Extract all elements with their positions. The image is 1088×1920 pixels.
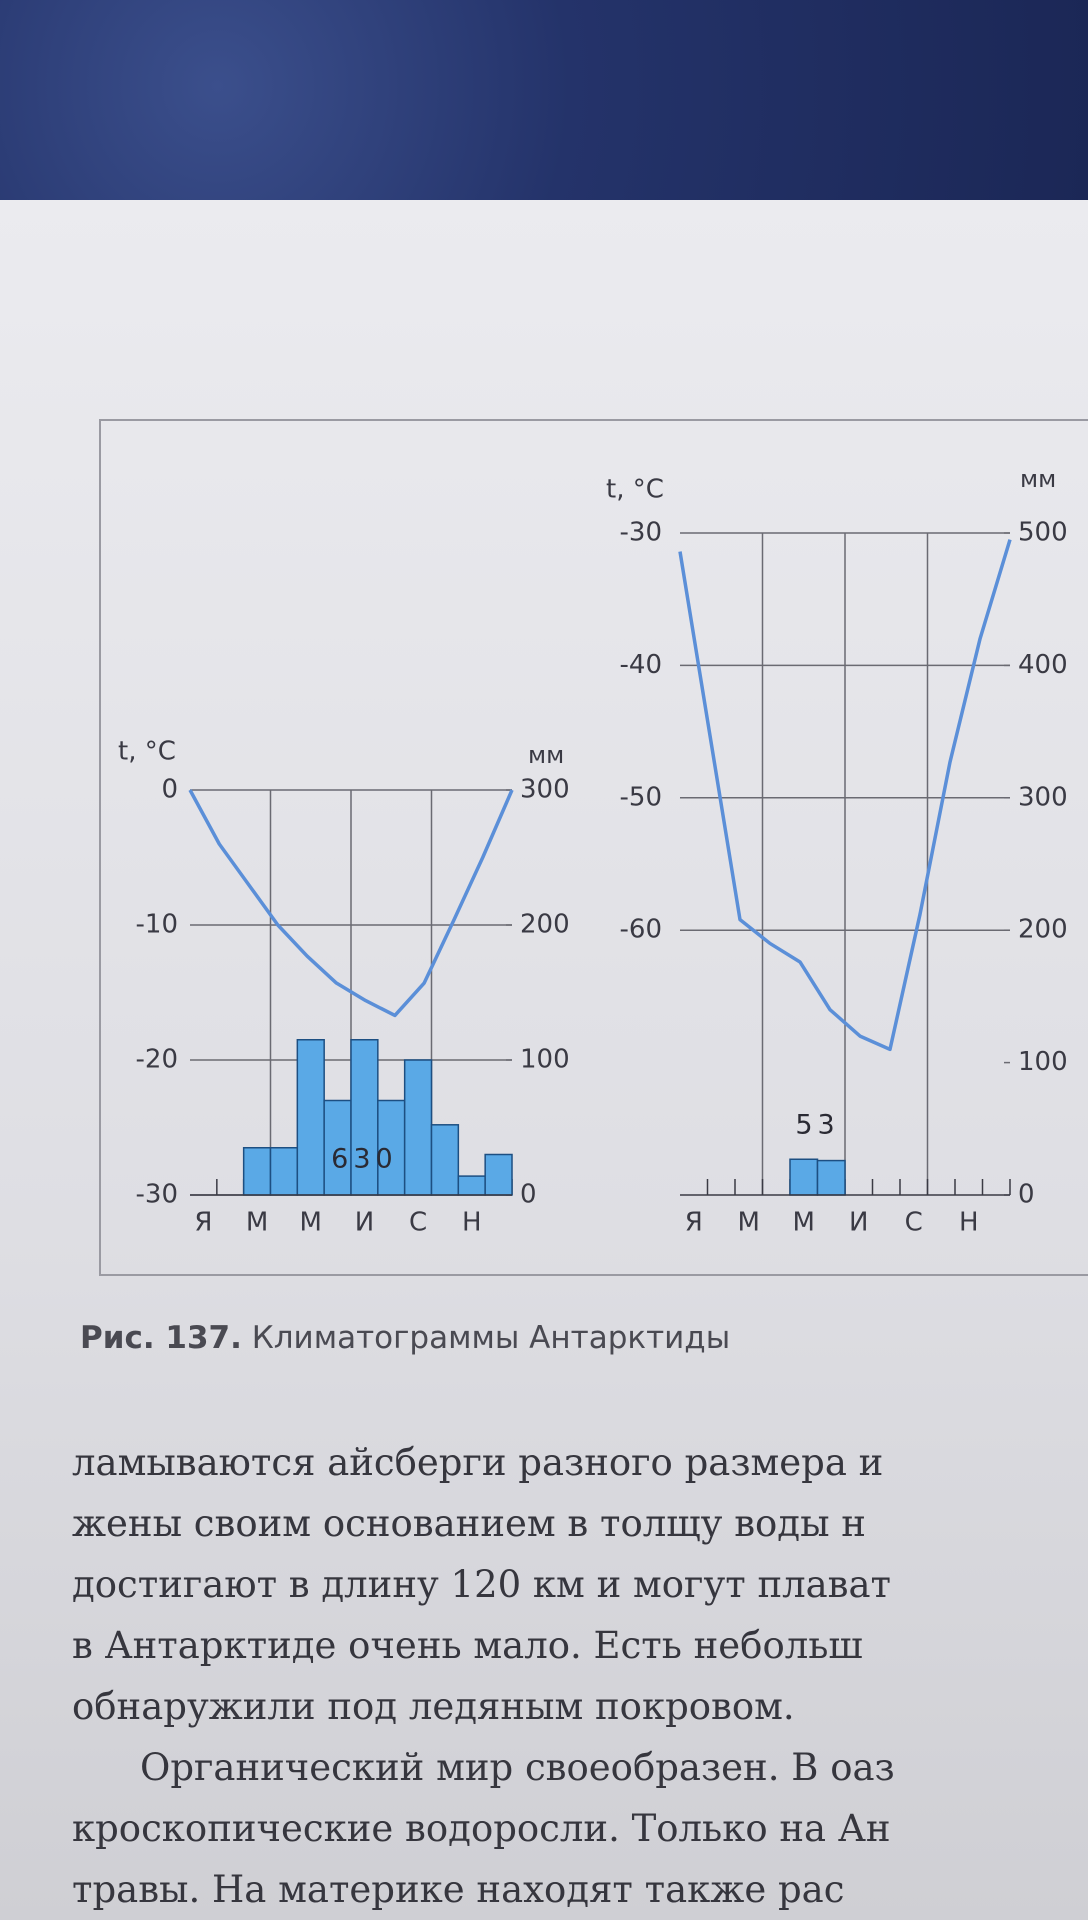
x-tick-label: М — [246, 1208, 268, 1238]
temperature-line — [678, 539, 1012, 1052]
y2-tick-label: 200 — [520, 910, 570, 940]
text-line: кроскопические водоросли. Только на Ан — [72, 1807, 891, 1850]
x-tick-label: И — [849, 1208, 868, 1238]
y-tick-label: 0 — [161, 775, 178, 805]
caption: Рис. 137. Климатограммы Антарктиды — [80, 1320, 730, 1356]
caption-text: Климатограммы Антарктиды — [251, 1320, 731, 1356]
x-tick-label: Н — [959, 1208, 979, 1238]
y-tick-label: -30 — [620, 518, 662, 548]
precipitation-bar — [457, 1175, 486, 1196]
annotation: 630 — [331, 1144, 398, 1175]
text-line: в Антарктиде очень мало. Есть небольш — [72, 1624, 863, 1667]
x-tick-label: Я — [685, 1208, 703, 1238]
x-tick-label: Н — [462, 1208, 482, 1238]
y2-tick-label: 100 — [1018, 1047, 1068, 1077]
x-tick-label: И — [355, 1208, 374, 1238]
background-fabric — [0, 0, 1088, 215]
precipitation-bar — [269, 1147, 299, 1196]
precipitation-bar — [430, 1124, 460, 1196]
paper — [0, 200, 1088, 1920]
y2-tick-label: 200 — [1018, 915, 1068, 945]
x-tick-label: Я — [194, 1208, 212, 1238]
x-tick-label: М — [300, 1208, 322, 1238]
body-text: ламываются айсберги разного размера и жен… — [72, 1432, 895, 1920]
precipitation-bar — [484, 1153, 513, 1196]
y-tick-label: -30 — [136, 1180, 178, 1210]
y2-tick-label: 300 — [520, 775, 570, 805]
y2-tick-label: 100 — [520, 1045, 570, 1075]
precipitation-bar — [296, 1039, 325, 1196]
y2-tick-label: 300 — [1018, 782, 1068, 812]
precipitation-bar — [242, 1147, 272, 1196]
text-line: травы. На материке находят также рас — [72, 1868, 845, 1911]
temperature-line — [188, 789, 514, 1018]
y2-tick-label: 400 — [1018, 650, 1068, 680]
x-tick-label: С — [905, 1208, 923, 1238]
x-tick-label: М — [793, 1208, 815, 1238]
precipitation-bar — [789, 1158, 819, 1196]
y-axis-label: t, °C — [118, 737, 176, 767]
text-line: достигают в длину 120 км и могут плават — [72, 1563, 892, 1606]
x-tick-label: М — [738, 1208, 760, 1238]
y-tick-label: -60 — [620, 915, 662, 945]
figure-frame — [99, 419, 1088, 1276]
y-tick-label: -40 — [620, 650, 662, 680]
y-tick-label: -10 — [136, 910, 178, 940]
y-tick-label: -20 — [136, 1045, 178, 1075]
x-tick-label: С — [409, 1208, 427, 1238]
y-axis-label: t, °C — [606, 475, 664, 505]
precipitation-bar — [377, 1099, 406, 1196]
text-line: Органический мир своеобразен. В оаз — [140, 1746, 895, 1789]
precipitation-bar — [323, 1099, 352, 1196]
text-line: жены своим основанием в толщу воды н — [72, 1502, 866, 1545]
text-line: обнаружили под ледяным покровом. — [72, 1685, 795, 1728]
y-tick-label: -50 — [620, 782, 662, 812]
y2-axis-label: мм — [1020, 465, 1056, 493]
caption-label: Рис. 137. — [80, 1320, 242, 1356]
precipitation-bar — [403, 1059, 433, 1196]
y2-tick-label: 0 — [1018, 1180, 1035, 1210]
y2-tick-label: 500 — [1018, 518, 1068, 548]
annotation: 53 — [795, 1110, 839, 1141]
precipitation-bar — [816, 1159, 846, 1196]
y2-tick-label: 0 — [520, 1180, 537, 1210]
text-line: ламываются айсберги разного размера и — [72, 1441, 884, 1484]
y2-axis-label: мм — [528, 741, 564, 769]
